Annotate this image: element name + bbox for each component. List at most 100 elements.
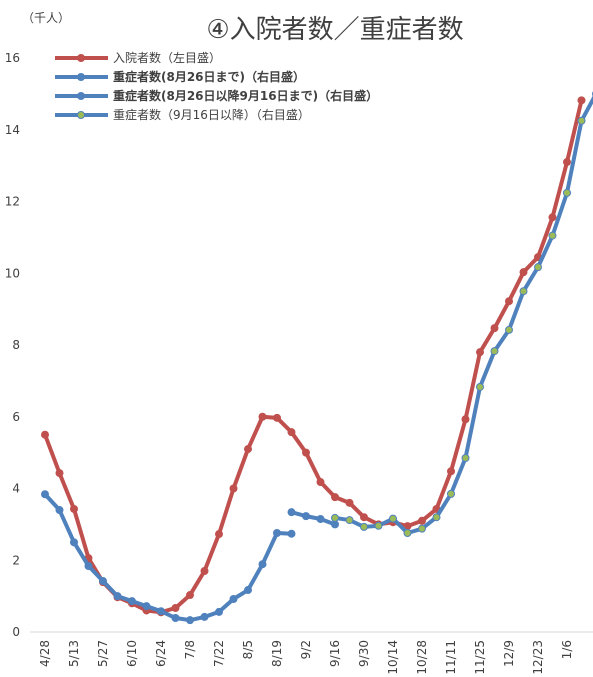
series-line <box>43 492 292 623</box>
data-point <box>229 594 238 603</box>
data-point <box>505 325 513 334</box>
legend-label: 入院者数（左目盛） <box>113 50 221 65</box>
data-point <box>273 413 281 422</box>
data-point <box>244 445 252 454</box>
data-point <box>128 597 136 606</box>
y-tick-label: 0 <box>12 625 20 639</box>
series-line <box>290 510 336 527</box>
data-point <box>577 96 586 105</box>
data-point <box>331 493 339 502</box>
data-point <box>171 603 180 612</box>
legend-label: 重症者数(8月26日以降9月16日まで)（右目盛） <box>113 88 378 103</box>
data-point <box>287 529 296 538</box>
data-point <box>287 428 296 437</box>
legend-marker <box>77 73 85 81</box>
x-tick-label: 7/22 <box>212 640 226 667</box>
data-point <box>302 448 310 457</box>
x-tick-label: 1/6 <box>560 640 574 659</box>
chart-title: ④入院者数／重症者数 <box>206 15 463 45</box>
data-point <box>476 382 484 391</box>
y-tick-label: 10 <box>5 266 20 280</box>
x-tick-label: 10/14 <box>386 640 400 675</box>
data-point <box>273 528 281 537</box>
data-point <box>563 188 571 197</box>
y-tick-label: 8 <box>12 338 20 352</box>
data-point <box>476 348 484 357</box>
data-point <box>41 490 49 499</box>
x-tick-label: 5/27 <box>96 640 110 667</box>
data-point <box>258 560 267 569</box>
data-point <box>563 158 571 167</box>
data-point <box>229 484 238 493</box>
data-point <box>258 412 267 421</box>
y-tick-label: 2 <box>12 553 20 567</box>
x-tick-label: 7/8 <box>183 640 197 659</box>
y-tick-label: 4 <box>12 482 20 496</box>
data-point <box>316 478 325 487</box>
x-tick-label: 4/28 <box>38 640 52 667</box>
x-tick-label: 11/11 <box>444 640 458 675</box>
x-tick-label: 12/23 <box>531 640 545 675</box>
data-point <box>490 324 499 333</box>
data-point <box>345 516 354 525</box>
data-point <box>215 530 223 539</box>
data-point <box>577 116 586 125</box>
data-point <box>55 506 64 515</box>
x-tick-label: 9/30 <box>357 640 371 667</box>
x-tick-label: 9/16 <box>328 640 342 667</box>
data-point <box>215 607 223 616</box>
x-tick-label: 11/25 <box>473 640 487 675</box>
series-line <box>43 99 584 615</box>
data-point <box>548 231 557 240</box>
x-tick-label: 12/9 <box>502 640 516 667</box>
data-point <box>519 268 528 277</box>
data-point <box>534 263 542 272</box>
legend-marker <box>77 92 85 100</box>
data-point <box>548 213 557 222</box>
data-point <box>200 567 209 576</box>
data-point <box>447 467 455 476</box>
data-point <box>360 513 368 522</box>
data-point <box>331 513 339 522</box>
data-point <box>302 512 310 521</box>
data-point <box>41 430 49 439</box>
data-point <box>171 614 180 623</box>
series-line <box>334 95 593 535</box>
data-point <box>461 454 470 463</box>
x-tick-label: 6/24 <box>154 640 168 667</box>
legend-marker <box>77 54 85 62</box>
data-point <box>432 513 441 522</box>
data-point <box>447 489 455 498</box>
data-point <box>418 516 426 525</box>
data-point <box>99 577 107 586</box>
data-point <box>142 602 151 611</box>
data-point <box>70 538 78 547</box>
y-tick-label: 6 <box>12 410 20 424</box>
data-point <box>389 514 397 523</box>
y-axis-label: （千人） <box>22 11 70 25</box>
y-tick-label: 16 <box>5 51 20 65</box>
x-tick-label: 8/5 <box>241 640 255 659</box>
data-point <box>186 591 194 600</box>
data-point <box>70 504 78 513</box>
data-point <box>418 524 426 533</box>
data-point <box>519 287 528 296</box>
data-point <box>374 521 383 530</box>
data-point <box>461 415 470 424</box>
data-point <box>316 514 325 523</box>
data-point <box>360 522 368 531</box>
data-point <box>55 469 64 478</box>
data-point <box>345 498 354 507</box>
data-point <box>331 520 339 529</box>
data-point <box>403 528 412 537</box>
data-point <box>505 297 513 306</box>
data-point <box>113 592 122 601</box>
legend-label: 重症者数(8月26日まで)（右目盛） <box>113 69 305 84</box>
x-tick-label: 9/2 <box>299 640 313 659</box>
data-point <box>84 561 93 570</box>
y-tick-label: 12 <box>5 195 20 209</box>
x-tick-label: 8/19 <box>270 640 284 667</box>
legend-marker <box>77 111 85 119</box>
data-point <box>186 616 194 625</box>
